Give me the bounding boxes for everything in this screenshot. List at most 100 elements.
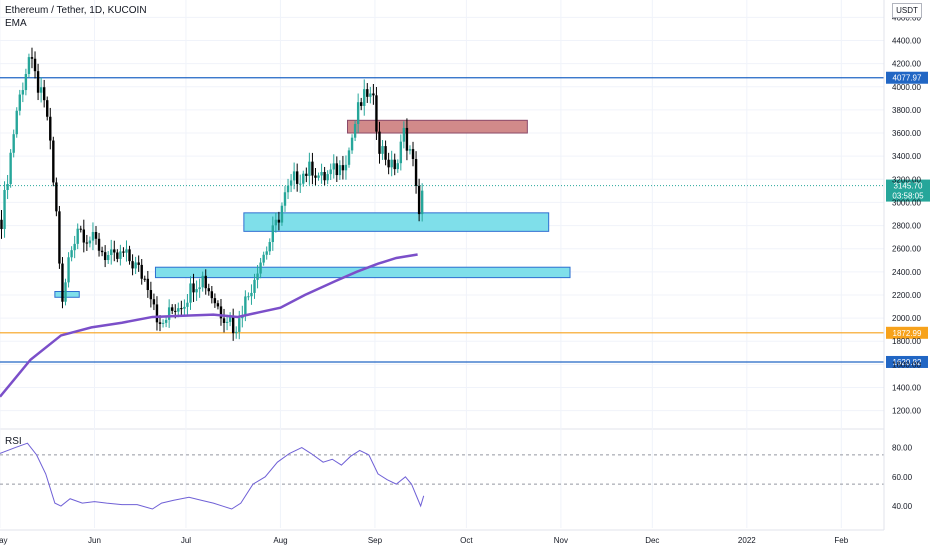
- symbol-title: Ethereum / Tether, 1D, KUCOIN: [5, 5, 147, 16]
- candle-body: [225, 321, 229, 323]
- candle-body: [42, 87, 46, 101]
- candle-body: [110, 249, 113, 256]
- candle-body: [353, 123, 357, 138]
- candle-body: [64, 282, 67, 302]
- price-tick-label: 1200.00: [892, 407, 921, 416]
- candle-body: [79, 228, 82, 230]
- price-axis: 4600.004400.004200.004000.003800.003600.…: [883, 0, 921, 530]
- candle-body: [280, 205, 284, 223]
- support-zone: [154, 266, 571, 279]
- ema-line: [0, 253, 418, 398]
- candle-body: [161, 322, 165, 324]
- candle-body: [67, 257, 70, 283]
- price-tick-label: 3800.00: [892, 106, 921, 115]
- candle-body: [335, 163, 339, 176]
- candle-body: [143, 278, 146, 280]
- candle-body: [372, 93, 375, 96]
- candle-body: [167, 307, 171, 320]
- level-badge-label: 1872.99: [893, 329, 922, 338]
- candle-body: [207, 288, 210, 292]
- candle-body: [3, 190, 6, 230]
- countdown-label: 03:58:05: [892, 192, 924, 201]
- candle-body: [408, 149, 412, 151]
- candle-body: [369, 93, 372, 97]
- candle-body: [149, 290, 153, 300]
- rsi-indicator-label[interactable]: RSI: [5, 436, 22, 447]
- candle-body: [256, 273, 259, 280]
- candle-body: [265, 251, 268, 255]
- price-tick-label: 3600.00: [892, 129, 921, 138]
- candle-body: [396, 163, 399, 170]
- candle-body: [189, 283, 192, 303]
- candle-body: [332, 163, 335, 170]
- time-tick-label: Jun: [88, 536, 101, 545]
- time-tick-label: Jul: [181, 536, 191, 545]
- candle-body: [164, 319, 168, 323]
- candle-body: [414, 158, 418, 186]
- price-tick-label: 3400.00: [892, 152, 921, 161]
- price-tick-label: 4200.00: [892, 60, 921, 69]
- candle-body: [250, 292, 253, 297]
- candle-body: [195, 289, 198, 293]
- candle-body: [131, 261, 134, 269]
- current-price-badge: [886, 179, 930, 202]
- candle-body: [146, 278, 150, 291]
- rsi-tick-label: 40.00: [892, 502, 913, 511]
- rsi-tick-label: 60.00: [892, 473, 913, 482]
- candle-body: [24, 74, 28, 91]
- candle-body: [219, 306, 223, 319]
- candle-body: [85, 242, 89, 244]
- candle-body: [253, 279, 256, 293]
- candle-body: [271, 225, 274, 243]
- candle-body: [76, 228, 79, 244]
- candle-body: [100, 250, 104, 253]
- level-badge: [886, 71, 928, 84]
- candle-body: [9, 152, 12, 185]
- candle-body: [347, 150, 351, 165]
- level-badge: [886, 355, 928, 368]
- time-tick-label: Sep: [368, 536, 383, 545]
- candle-body: [320, 172, 323, 176]
- currency-button[interactable]: USDT: [892, 3, 922, 18]
- candle-body: [91, 232, 95, 241]
- candle-body: [311, 161, 314, 176]
- candle-body: [177, 308, 180, 312]
- price-tick-label: 1800.00: [892, 337, 921, 346]
- candle-body: [94, 232, 98, 239]
- candle-body: [46, 100, 49, 117]
- time-axis: May Jun Jul Aug Sep Oct Nov Dec 2022 Feb: [0, 529, 884, 545]
- candle-body: [198, 287, 201, 290]
- time-tick-label: Nov: [554, 536, 568, 545]
- candle-body: [216, 303, 220, 307]
- candle-body: [12, 134, 15, 153]
- candle-body: [152, 299, 156, 305]
- candle-body: [140, 264, 143, 279]
- time-tick-label: Oct: [460, 536, 473, 545]
- candle-body: [103, 252, 107, 261]
- candle-body: [39, 87, 43, 93]
- ema-indicator-label[interactable]: EMA: [5, 18, 27, 29]
- candle-body: [183, 306, 186, 309]
- candle-body: [244, 296, 247, 315]
- level-badge-label: 1620.82: [893, 358, 922, 367]
- candle-body: [341, 165, 345, 171]
- candle-body: [174, 310, 177, 312]
- candle-body: [402, 127, 406, 142]
- candle-body: [128, 249, 131, 262]
- candle-body: [186, 302, 189, 307]
- candle-body: [393, 159, 396, 170]
- candle-body: [390, 159, 393, 168]
- candle-body: [210, 291, 214, 299]
- ema-polyline: [0, 253, 418, 398]
- price-tick-label: 3000.00: [892, 198, 921, 207]
- price-tick-label: 2400.00: [892, 268, 921, 277]
- candle-body: [116, 252, 119, 259]
- drawn-zones: [54, 119, 571, 298]
- candle-body: [137, 262, 140, 265]
- candle-body: [329, 169, 332, 175]
- rsi-pane: 80.00 60.00 40.00: [0, 442, 913, 511]
- candle-body: [326, 174, 329, 181]
- current-price-label: 3145.70: [894, 182, 923, 191]
- candle-body: [106, 255, 110, 261]
